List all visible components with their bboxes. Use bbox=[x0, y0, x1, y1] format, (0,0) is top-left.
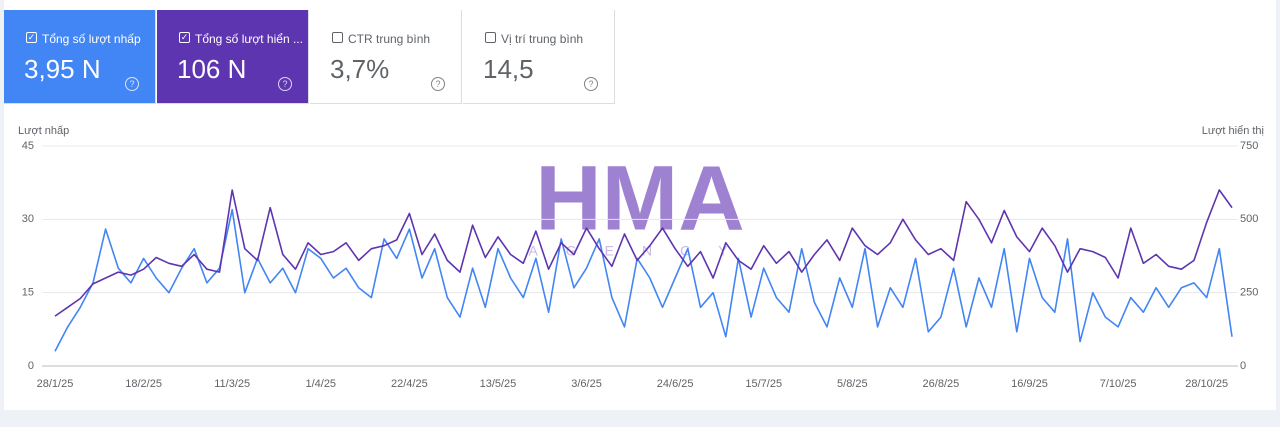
y2-tick-label: 750 bbox=[1240, 140, 1258, 152]
x-tick-label: 15/7/25 bbox=[745, 378, 782, 390]
y2-tick-label: 0 bbox=[1240, 360, 1246, 372]
metric-value: 106 N bbox=[177, 54, 247, 84]
metric-value: 3,95 N bbox=[24, 54, 101, 84]
metric-value: 14,5 bbox=[483, 54, 534, 84]
metric-card[interactable]: ✓ Tổng số lượt hiển ... 106 N? bbox=[157, 10, 309, 104]
metric-card[interactable]: CTR trung bình 3,7%? bbox=[310, 10, 462, 104]
help-icon[interactable]: ? bbox=[431, 77, 445, 91]
y2-tick-label: 250 bbox=[1240, 287, 1258, 299]
help-icon[interactable]: ? bbox=[125, 77, 139, 91]
y-tick-label: 30 bbox=[22, 213, 34, 225]
x-tick-label: 28/10/25 bbox=[1185, 378, 1228, 390]
y2-axis-label: Lượt hiển thị bbox=[1202, 125, 1264, 137]
x-tick-label: 3/6/25 bbox=[571, 378, 602, 390]
help-icon[interactable]: ? bbox=[584, 77, 598, 91]
x-tick-label: 24/6/25 bbox=[657, 378, 694, 390]
y-axis-label: Lượt nhấp bbox=[18, 125, 69, 137]
metric-card[interactable]: Vị trí trung bình 14,5? bbox=[463, 10, 615, 104]
checkbox[interactable]: ✓ bbox=[26, 32, 37, 43]
series-line bbox=[54, 208, 1233, 352]
x-tick-label: 28/1/25 bbox=[37, 378, 74, 390]
y2-tick-label: 500 bbox=[1240, 213, 1258, 225]
x-tick-label: 13/5/25 bbox=[480, 378, 517, 390]
x-tick-label: 26/8/25 bbox=[923, 378, 960, 390]
metric-value: 3,7% bbox=[330, 54, 390, 84]
checkbox[interactable]: ✓ bbox=[179, 32, 190, 43]
metric-label: Vị trí trung bình bbox=[501, 32, 584, 46]
x-tick-label: 5/8/25 bbox=[837, 378, 868, 390]
series-line bbox=[54, 189, 1233, 317]
panel: ✓ Tổng số lượt nhấp 3,95 N? ✓ Tổng số lượt h… bbox=[4, 0, 1276, 410]
x-tick-label: 22/4/25 bbox=[391, 378, 428, 390]
chart: Lượt nhấp Lượt hiển thị HMA AGENCY 01530… bbox=[18, 125, 1264, 390]
x-tick-label: 16/9/25 bbox=[1011, 378, 1048, 390]
x-tick-label: 7/10/25 bbox=[1100, 378, 1137, 390]
checkbox[interactable] bbox=[332, 32, 343, 43]
checkbox[interactable] bbox=[485, 32, 496, 43]
metric-label: Tổng số lượt nhấp bbox=[42, 32, 141, 46]
x-tick-label: 11/3/25 bbox=[214, 378, 250, 390]
y-tick-label: 45 bbox=[22, 140, 34, 152]
y-tick-label: 15 bbox=[22, 287, 34, 299]
help-icon[interactable]: ? bbox=[278, 77, 292, 91]
metric-label: CTR trung bình bbox=[348, 32, 431, 46]
metric-label: Tổng số lượt hiển ... bbox=[195, 32, 303, 46]
x-tick-label: 1/4/25 bbox=[305, 378, 336, 390]
metric-card[interactable]: ✓ Tổng số lượt nhấp 3,95 N? bbox=[4, 10, 156, 104]
x-tick-label: 18/2/25 bbox=[125, 378, 162, 390]
y-tick-label: 0 bbox=[28, 360, 34, 372]
watermark-title: HMA bbox=[535, 147, 745, 249]
